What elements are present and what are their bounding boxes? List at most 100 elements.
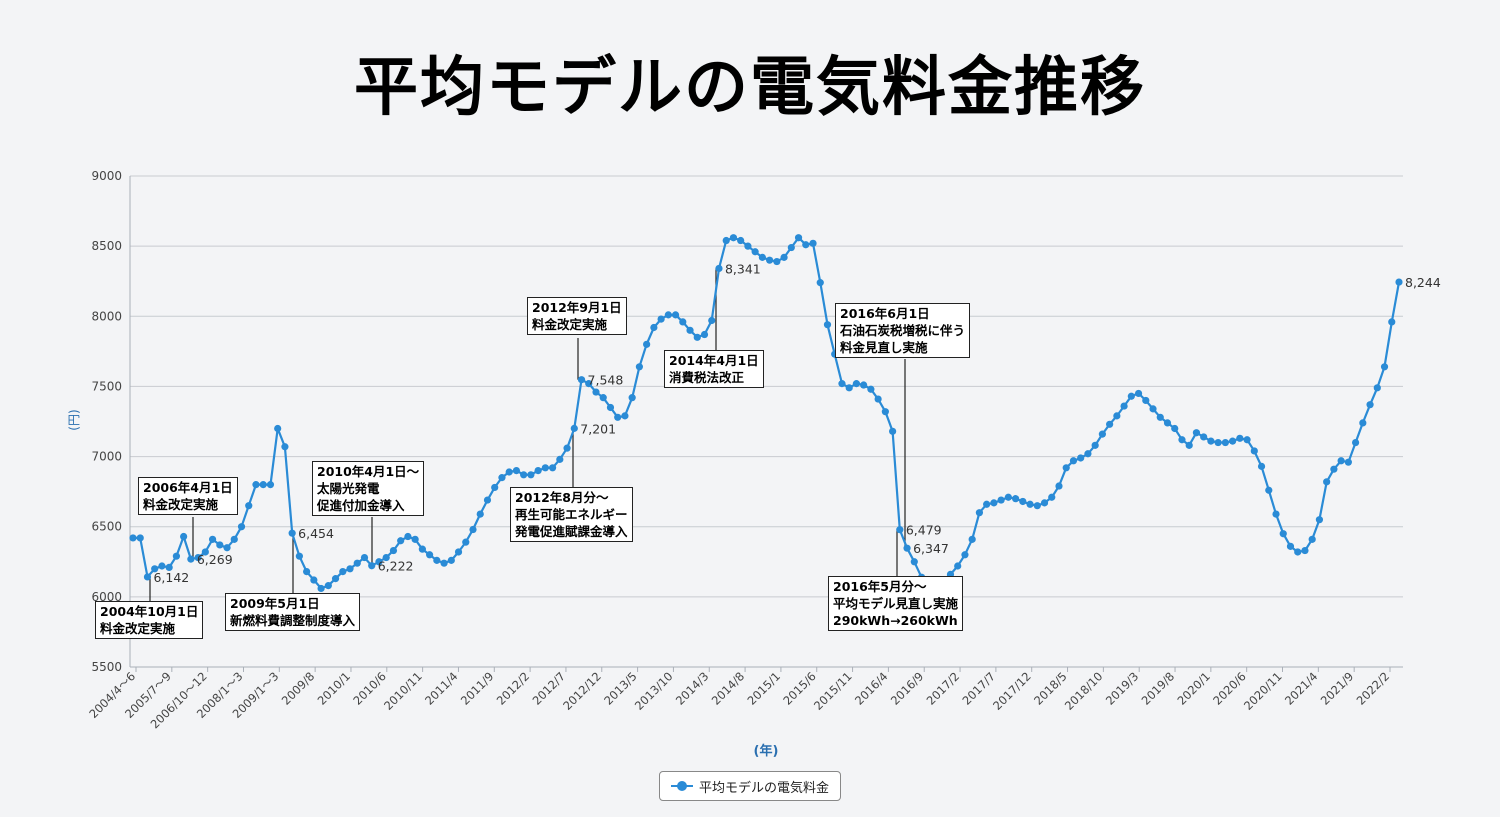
data-point[interactable] [1272,510,1280,518]
data-point[interactable] [1004,493,1012,501]
data-point[interactable] [346,565,354,573]
data-point[interactable] [201,548,209,556]
data-point[interactable] [382,553,390,562]
data-point[interactable] [1294,548,1302,556]
data-point[interactable] [1106,420,1114,428]
data-point[interactable] [1178,436,1186,444]
data-point[interactable] [129,534,137,542]
data-point[interactable] [1171,424,1179,433]
data-point[interactable] [397,537,405,545]
data-point[interactable] [816,279,824,287]
data-point[interactable] [643,340,651,348]
data-point[interactable] [1026,500,1034,508]
data-point[interactable] [527,471,535,479]
data-point[interactable] [823,321,832,329]
data-point[interactable] [491,483,499,492]
data-point[interactable] [375,558,383,566]
data-point[interactable] [592,388,600,396]
data-point[interactable] [780,253,788,261]
data-point[interactable] [744,242,752,250]
data-point[interactable] [563,444,571,452]
data-point[interactable] [520,471,528,479]
data-point[interactable] [266,481,275,489]
data-point[interactable] [802,241,810,249]
data-point[interactable] [845,384,853,392]
data-point[interactable] [1200,433,1208,441]
data-point[interactable] [331,575,340,583]
data-point[interactable] [1330,465,1338,473]
data-point[interactable] [1048,493,1056,501]
data-point[interactable] [722,236,730,245]
data-point[interactable] [180,532,188,541]
data-point[interactable] [628,394,636,402]
data-point[interactable] [411,535,419,543]
data-point[interactable] [208,535,217,543]
data-point[interactable] [751,248,759,256]
data-point[interactable] [787,243,795,252]
data-point[interactable] [715,264,723,273]
data-point[interactable] [1337,457,1345,465]
data-point[interactable] [541,464,549,472]
data-point[interactable] [194,553,202,562]
data-point[interactable] [454,548,463,556]
data-point[interactable] [570,424,578,432]
data-point[interactable] [165,563,173,571]
data-point[interactable] [1388,318,1396,326]
data-point[interactable] [433,556,441,564]
data-point[interactable] [975,509,984,517]
data-point[interactable] [1286,542,1295,550]
data-point[interactable] [1207,437,1215,445]
data-point[interactable] [1308,535,1316,543]
data-point[interactable] [469,525,477,534]
data-point[interactable] [1033,502,1041,510]
data-point[interactable] [968,535,976,543]
data-point[interactable] [1149,405,1157,413]
data-point[interactable] [954,562,962,570]
data-point[interactable] [1142,396,1150,405]
data-point[interactable] [462,538,470,546]
data-point[interactable] [1395,278,1403,286]
data-point[interactable] [476,510,484,518]
data-point[interactable] [1236,434,1244,442]
data-point[interactable] [1257,462,1266,470]
data-point[interactable] [426,551,434,559]
data-point[interactable] [1091,441,1099,449]
data-point[interactable] [1069,457,1078,465]
data-point[interactable] [1344,458,1352,466]
data-point[interactable] [686,326,694,334]
data-point[interactable] [1113,412,1121,420]
data-point[interactable] [404,532,412,541]
data-point[interactable] [577,376,586,384]
data-point[interactable] [650,323,658,332]
data-point[interactable] [657,315,665,323]
data-point[interactable] [1323,478,1331,486]
data-point[interactable] [874,395,882,403]
data-point[interactable] [223,544,231,552]
data-point[interactable] [1315,516,1324,524]
data-point[interactable] [693,333,701,341]
data-point[interactable] [1077,454,1085,462]
data-point[interactable] [1359,419,1367,427]
data-point[interactable] [961,551,969,559]
data-point[interactable] [1040,499,1049,507]
data-point[interactable] [498,474,506,482]
data-point[interactable] [310,576,318,584]
data-point[interactable] [303,568,311,576]
data-point[interactable] [534,467,542,475]
data-point[interactable] [1279,530,1287,538]
data-point[interactable] [671,311,680,319]
data-point[interactable] [1156,413,1164,421]
data-point[interactable] [1019,497,1027,506]
data-point[interactable] [708,316,716,325]
data-point[interactable] [1127,392,1135,400]
data-point[interactable] [773,257,781,266]
data-point[interactable] [136,534,144,542]
data-point[interactable] [852,380,861,388]
data-point[interactable] [1351,438,1360,447]
data-point[interactable] [1098,430,1106,438]
data-point[interactable] [418,545,426,553]
data-point[interactable] [997,496,1005,504]
data-point[interactable] [606,403,615,412]
data-point[interactable] [1192,429,1201,437]
data-point[interactable] [585,380,593,388]
